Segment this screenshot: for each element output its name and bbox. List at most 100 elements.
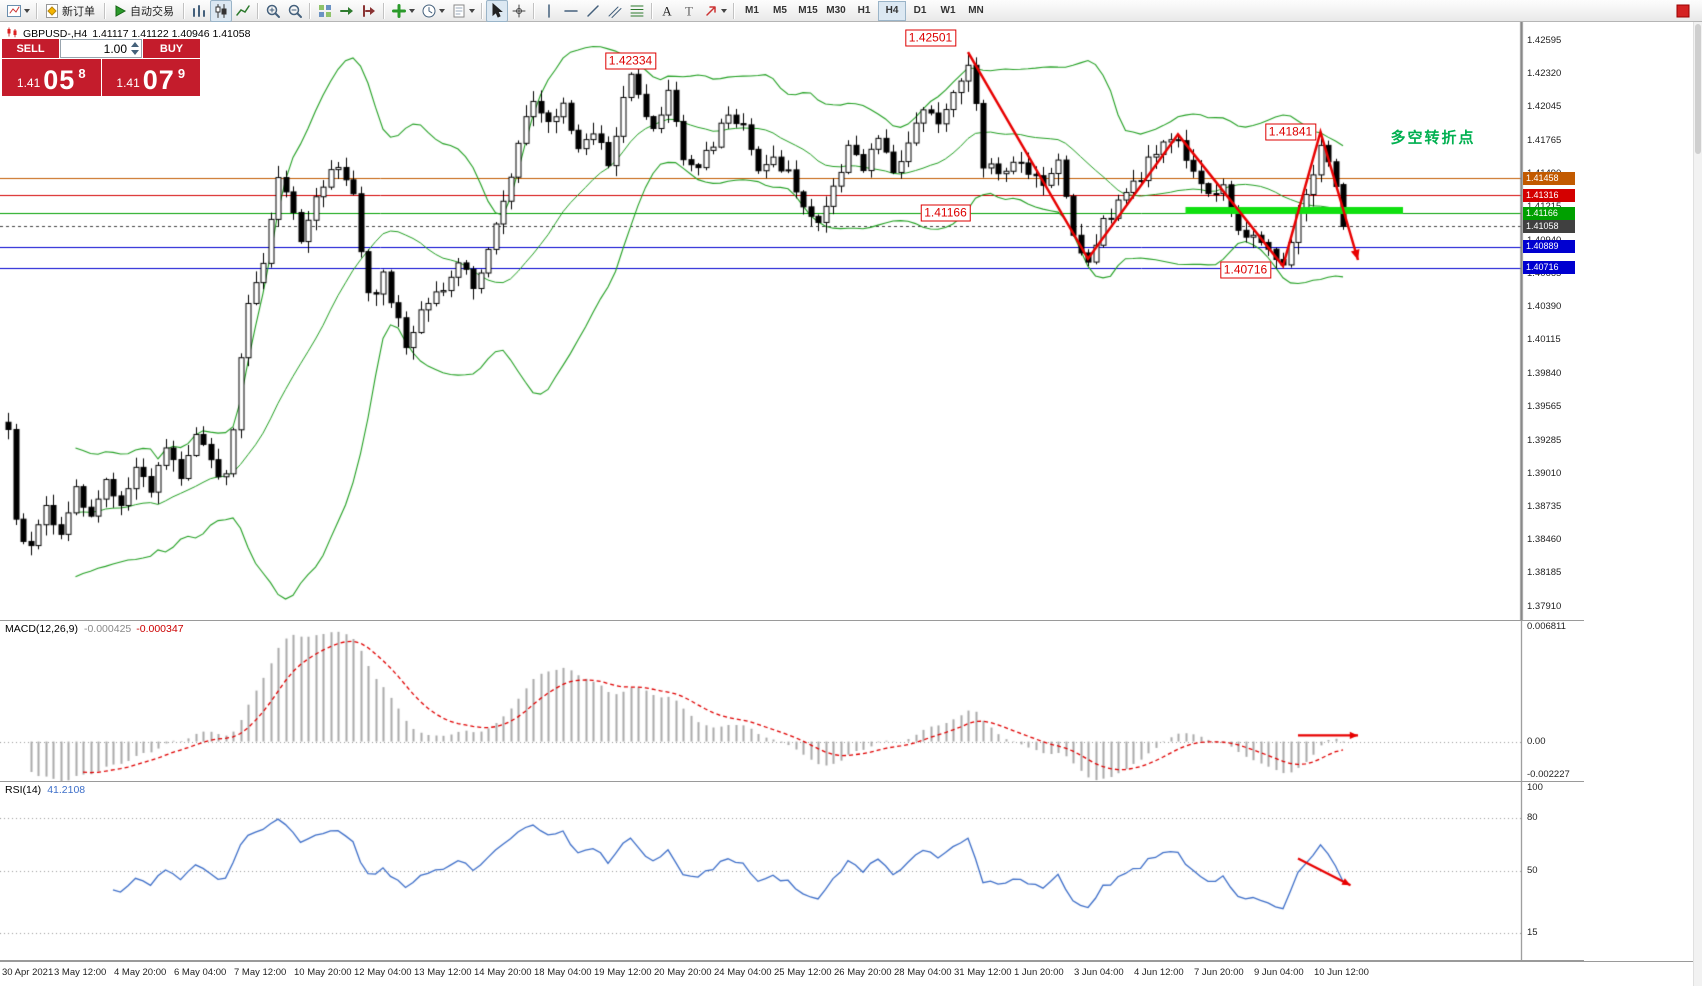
timeframe-d1[interactable]: D1 <box>913 5 927 16</box>
zoom-in-icon[interactable] <box>262 0 284 22</box>
price-axis-label: 1.39565 <box>1527 400 1562 412</box>
vertical-scrollbar[interactable] <box>1693 22 1702 986</box>
zoom-out-icon[interactable] <box>284 0 306 22</box>
bar-chart-icon[interactable] <box>188 0 210 22</box>
main-toolbar: 新订单 自动交易 A T M1 M5 M15 M30 H1 H4 D1 W1 MN <box>0 0 1702 22</box>
new-chart-icon[interactable] <box>3 0 33 22</box>
symbol-period-label: GBPUSD-,H4 <box>23 27 88 40</box>
horizontal-line-icon[interactable] <box>560 0 582 22</box>
scrollbar-thumb[interactable] <box>1695 24 1701 154</box>
volume-input[interactable]: 1.00 <box>60 39 142 58</box>
rsi-axis-label: 15 <box>1527 927 1538 939</box>
price-axis-label: 1.42320 <box>1527 67 1562 79</box>
candlestick-chart-icon[interactable] <box>210 0 232 22</box>
templates-icon[interactable] <box>448 0 478 22</box>
price-tag[interactable]: 1.40889 <box>1523 240 1575 254</box>
timeframe-m30[interactable]: M30 <box>826 5 846 16</box>
timeframe-w1[interactable]: W1 <box>940 5 956 16</box>
price-callout[interactable]: 1.42501 <box>904 29 957 47</box>
price-tag[interactable]: 1.40716 <box>1523 261 1575 275</box>
arrows-tool-icon[interactable] <box>700 0 730 22</box>
label-tool-icon[interactable]: T <box>678 0 700 22</box>
line-chart-icon[interactable] <box>232 0 254 22</box>
price-callout[interactable]: 1.40716 <box>1219 261 1272 279</box>
macd-canvas[interactable] <box>0 621 1584 781</box>
sell-price-prefix: 1.41 <box>16 76 41 90</box>
price-callout[interactable]: 1.41841 <box>1264 123 1317 141</box>
periods-icon[interactable] <box>418 0 448 22</box>
volume-spinner[interactable] <box>131 42 139 55</box>
red-status-icon[interactable] <box>1672 0 1694 22</box>
crosshair-icon[interactable] <box>508 0 530 22</box>
channel-icon[interactable] <box>604 0 626 22</box>
spin-up-icon[interactable] <box>131 42 139 47</box>
timeframe-h4[interactable]: H4 <box>878 0 906 21</box>
indicators-icon[interactable] <box>388 0 418 22</box>
volume-value: 1.00 <box>103 41 127 56</box>
rsi-canvas[interactable] <box>0 782 1584 960</box>
chart-area: GBPUSD-,H4 1.41117 1.41122 1.40946 1.410… <box>0 22 1702 961</box>
macd-indicator-label: MACD(12,26,9) -0.000425 -0.000347 <box>5 623 184 635</box>
time-axis[interactable]: 30 Apr 2021 3 May 12:00 4 May 20:00 6 May 0… <box>0 961 1702 986</box>
cursor-icon[interactable] <box>486 0 508 22</box>
sell-price-sup: 8 <box>78 66 86 81</box>
spin-down-icon[interactable] <box>131 50 139 55</box>
vertical-line-icon[interactable] <box>538 0 560 22</box>
buy-label[interactable]: BUY <box>143 39 200 58</box>
buy-price-sup: 9 <box>177 66 186 81</box>
panel-separator <box>0 960 1584 961</box>
text-tool-icon[interactable]: A <box>656 0 678 22</box>
price-tag[interactable]: 1.41058 <box>1523 219 1575 233</box>
time-axis-label: 18 May 04:00 <box>534 967 592 978</box>
rsi-axis-label: 80 <box>1527 811 1538 823</box>
time-axis-label: 7 Jun 20:00 <box>1194 967 1244 978</box>
time-axis-label: 1 Jun 20:00 <box>1014 967 1064 978</box>
tile-windows-icon[interactable] <box>314 0 336 22</box>
toolbar-separator <box>309 2 311 19</box>
price-axis-label: 1.42595 <box>1527 34 1562 46</box>
price-axis-label: 1.40115 <box>1527 334 1561 346</box>
timeframe-m1[interactable]: M1 <box>745 5 759 16</box>
time-axis-label: 24 May 04:00 <box>714 967 772 978</box>
price-callout[interactable]: 1.41166 <box>920 204 971 222</box>
panel-separator[interactable] <box>0 620 1584 621</box>
rsi-axis-label: 100 <box>1527 782 1543 793</box>
price-chart-canvas[interactable] <box>0 22 1584 620</box>
timeframe-h1[interactable]: H1 <box>857 5 871 16</box>
macd-value-2: -0.000347 <box>136 623 184 635</box>
fibonacci-icon[interactable] <box>626 0 648 22</box>
time-axis-label: 26 May 20:00 <box>834 967 892 978</box>
sell-button[interactable]: 1.41 05 8 <box>2 59 101 96</box>
time-axis-label: 13 May 12:00 <box>414 967 472 978</box>
chart-title: GBPUSD-,H4 1.41117 1.41122 1.40946 1.410… <box>6 26 250 41</box>
price-axis-label: 1.40390 <box>1527 301 1562 313</box>
auto-trading-button[interactable]: 自动交易 <box>109 0 180 22</box>
auto-scroll-icon[interactable] <box>336 0 358 22</box>
new-order-button[interactable]: 新订单 <box>41 0 101 22</box>
price-axis-label: 1.38735 <box>1527 501 1562 513</box>
rsi-name: RSI(14) <box>5 784 42 796</box>
price-tag[interactable]: 1.41316 <box>1523 188 1575 202</box>
rsi-indicator-label: RSI(14) 41.2108 <box>5 784 85 796</box>
toolbar-separator <box>183 2 185 19</box>
price-axis-label: 1.41765 <box>1527 134 1562 146</box>
price-tag[interactable]: 1.41166 <box>1523 206 1575 220</box>
sell-price-big: 05 <box>43 65 76 95</box>
toolbar-separator <box>651 2 653 19</box>
ohlc-values: 1.41117 1.41122 1.40946 1.41058 <box>92 27 251 40</box>
price-callout[interactable]: 1.42334 <box>604 52 657 70</box>
price-axis-label: 1.39010 <box>1527 467 1562 479</box>
price-axis-label: 1.42045 <box>1527 101 1562 113</box>
chart-shift-icon[interactable] <box>358 0 380 22</box>
trendline-icon[interactable] <box>582 0 604 22</box>
sell-label[interactable]: SELL <box>2 39 59 58</box>
timeframe-mn[interactable]: MN <box>968 5 984 16</box>
price-tag[interactable]: 1.41458 <box>1523 171 1575 185</box>
rsi-axis-label: 50 <box>1527 865 1538 876</box>
buy-button[interactable]: 1.41 07 9 <box>101 59 200 96</box>
timeframe-m5[interactable]: M5 <box>773 5 787 16</box>
timeframe-m15[interactable]: M15 <box>798 5 818 16</box>
annotation-note: 多空转折点 <box>1390 129 1476 147</box>
panel-separator[interactable] <box>0 781 1584 782</box>
